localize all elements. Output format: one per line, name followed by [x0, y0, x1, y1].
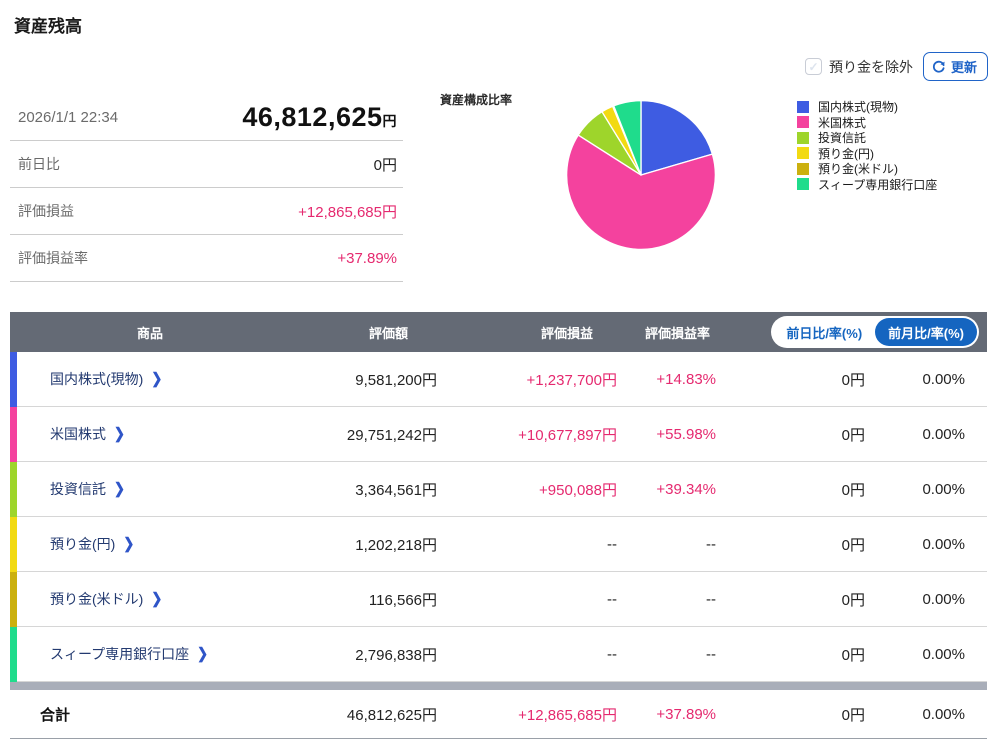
row-color-strips [10, 352, 17, 682]
table-total-row: 合計 46,812,625円 +12,865,685円 +37.89% 0円 0… [10, 690, 987, 739]
table-row: スィープ専用銀行口座 ❯ 2,796,838円 -- -- 0円 0.00% [17, 627, 987, 682]
legend-item: 投資信託 [797, 130, 937, 145]
total-label: 合計 [40, 706, 71, 724]
chevron-right-icon: ❯ [151, 369, 163, 388]
legend-swatch [797, 116, 809, 128]
row-color-strip [10, 572, 17, 627]
toggle-monthly[interactable]: 前月比/率(%) [875, 318, 977, 346]
chevron-right-icon: ❯ [151, 589, 163, 608]
table-header: 商品 評価額 評価損益 評価損益率 前日比/率(%) 前月比/率(%) [10, 312, 987, 352]
legend-item: 米国株式 [797, 115, 937, 130]
timestamp: 2026/1/1 22:34 [18, 109, 119, 126]
chevron-right-icon: ❯ [114, 479, 125, 498]
asset-allocation-pie-chart [565, 99, 717, 250]
pl-rate-value: +37.89% [337, 249, 397, 267]
legend-swatch [797, 178, 809, 190]
asset-table: 商品 評価額 評価損益 評価損益率 前日比/率(%) 前月比/率(%) 国内株式… [10, 312, 987, 739]
refresh-button[interactable]: 更新 [922, 52, 988, 81]
period-toggle: 前日比/率(%) 前月比/率(%) [771, 316, 979, 348]
row-link-deposit-jpy[interactable]: 預り金(円) ❯ [50, 534, 135, 553]
pl-value: +12,865,685円 [298, 203, 397, 221]
total-asset-value: 46,812,625円 [242, 102, 397, 132]
summary-row-pl-rate: 評価損益率 +37.89% [10, 235, 403, 282]
refresh-label: 更新 [950, 60, 977, 75]
refresh-icon [932, 60, 945, 73]
row-color-strip [10, 517, 17, 572]
pie-slice [640, 99, 714, 176]
pie-slice [565, 134, 717, 250]
row-color-strip [10, 407, 17, 462]
summary-row-daily-change: 前日比 0円 [10, 141, 403, 188]
table-row: 預り金(米ドル) ❯ 116,566円 -- -- 0円 0.00% [17, 572, 987, 627]
row-link-mutual-funds[interactable]: 投資信託 ❯ [50, 479, 125, 498]
legend-item: スィープ専用銀行口座 [797, 177, 937, 192]
row-color-strip [10, 462, 17, 517]
summary-panel: 2026/1/1 22:34 46,812,625円 前日比 0円 評価損益 +… [10, 95, 403, 282]
table-row: 投資信託 ❯ 3,364,561円 +950,088円 +39.34% 0円 0.… [17, 462, 987, 517]
checkbox-icon[interactable]: ✓ [804, 58, 822, 75]
chevron-right-icon: ❯ [197, 644, 209, 663]
daily-change-value: 0円 [373, 156, 397, 174]
table-row: 国内株式(現物) ❯ 9,581,200円 +1,237,700円 +14.83%… [17, 352, 987, 407]
legend-swatch [797, 147, 809, 159]
row-link-domestic-stocks[interactable]: 国内株式(現物) ❯ [50, 369, 163, 388]
table-row: 米国株式 ❯ 29,751,242円 +10,677,897円 +55.98% 0… [17, 407, 987, 462]
header-pl: 評価損益 [540, 325, 593, 341]
legend-swatch [797, 131, 809, 144]
page-title: 資産残高 [14, 17, 82, 36]
row-link-us-stocks[interactable]: 米国株式 ❯ [50, 424, 125, 443]
row-color-strip [10, 352, 17, 407]
legend-item: 預り金(米ドル) [797, 161, 937, 176]
row-link-sweep-account[interactable]: スィープ専用銀行口座 ❯ [50, 644, 209, 663]
chevron-right-icon: ❯ [123, 534, 135, 553]
header-product: 商品 [136, 325, 163, 341]
total-divider-bar [10, 682, 987, 690]
header-value: 評価額 [368, 325, 408, 341]
row-link-deposit-usd[interactable]: 預り金(米ドル) ❯ [50, 589, 163, 608]
pie-slice [613, 99, 642, 176]
legend-item: 預り金(円) [797, 146, 937, 161]
table-body: 国内株式(現物) ❯ 9,581,200円 +1,237,700円 +14.83%… [10, 352, 987, 682]
table-row: 預り金(円) ❯ 1,202,218円 -- -- 0円 0.00% [17, 517, 987, 572]
header-pl-rate: 評価損益率 [644, 325, 710, 341]
chevron-right-icon: ❯ [114, 424, 125, 443]
summary-total-row: 2026/1/1 22:34 46,812,625円 [10, 95, 403, 141]
summary-row-pl: 評価損益 +12,865,685円 [10, 188, 403, 235]
exclude-deposit-checkbox[interactable]: ✓ 預り金を除外 [804, 57, 913, 77]
checkbox-label: 預り金を除外 [828, 58, 913, 75]
legend-item: 国内株式(現物) [797, 99, 937, 114]
legend-swatch [797, 162, 809, 175]
toggle-daily[interactable]: 前日比/率(%) [773, 318, 876, 346]
pie-chart-title: 資産構成比率 [440, 93, 513, 107]
legend-swatch [797, 100, 809, 113]
pie-legend: 国内株式(現物) 米国株式 投資信託 預り金(円) 預り金(米ドル) スィープ専… [797, 99, 937, 192]
row-color-strip [10, 627, 17, 682]
header-controls: ✓ 預り金を除外 更新 [804, 52, 988, 81]
